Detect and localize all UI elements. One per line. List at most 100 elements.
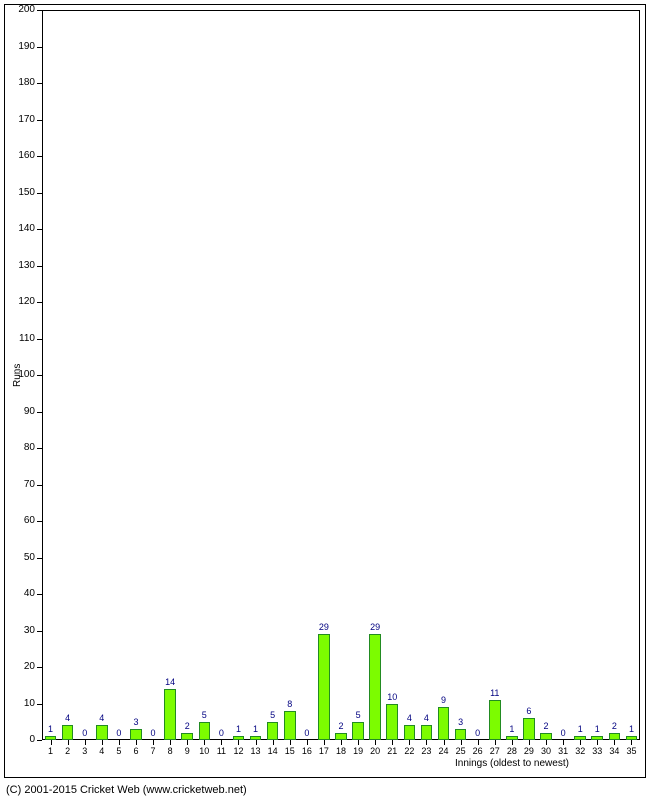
bar-value-label: 5 — [194, 710, 215, 720]
x-tick-label: 24 — [435, 746, 452, 756]
bar — [335, 733, 347, 740]
bar — [233, 736, 245, 740]
y-tick — [37, 266, 42, 267]
y-tick-label: 140 — [7, 223, 35, 234]
y-tick — [37, 740, 42, 741]
y-tick-label: 170 — [7, 114, 35, 125]
bar-value-label: 0 — [74, 728, 95, 738]
bar — [318, 634, 330, 740]
bar — [591, 736, 603, 740]
bar — [250, 736, 262, 740]
x-tick — [512, 740, 513, 745]
x-tick-label: 14 — [264, 746, 281, 756]
x-tick — [153, 740, 154, 745]
x-tick — [221, 740, 222, 745]
y-tick-label: 90 — [7, 406, 35, 417]
bar — [96, 725, 108, 740]
x-tick — [631, 740, 632, 745]
bar — [130, 729, 142, 740]
y-tick — [37, 485, 42, 486]
bar-value-label: 4 — [416, 713, 437, 723]
bar-value-label: 5 — [262, 710, 283, 720]
y-tick-label: 120 — [7, 296, 35, 307]
y-tick — [37, 704, 42, 705]
x-tick-label: 22 — [401, 746, 418, 756]
y-tick-label: 30 — [7, 625, 35, 636]
x-tick-label: 19 — [350, 746, 367, 756]
bar-value-label: 1 — [501, 724, 522, 734]
bar — [506, 736, 518, 740]
x-tick-label: 12 — [230, 746, 247, 756]
x-tick — [102, 740, 103, 745]
x-tick-label: 8 — [162, 746, 179, 756]
x-tick-label: 2 — [59, 746, 76, 756]
bar-value-label: 14 — [160, 677, 181, 687]
copyright-text: (C) 2001-2015 Cricket Web (www.cricketwe… — [6, 784, 247, 796]
y-tick-label: 190 — [7, 41, 35, 52]
y-tick — [37, 339, 42, 340]
x-tick-label: 32 — [572, 746, 589, 756]
y-tick-label: 200 — [7, 4, 35, 15]
x-axis-label: Innings (oldest to newest) — [455, 758, 569, 769]
bar — [267, 722, 279, 740]
bar — [455, 729, 467, 740]
x-tick — [170, 740, 171, 745]
y-tick — [37, 448, 42, 449]
x-tick — [580, 740, 581, 745]
x-tick — [529, 740, 530, 745]
x-tick — [341, 740, 342, 745]
x-tick — [597, 740, 598, 745]
x-tick-label: 26 — [469, 746, 486, 756]
x-tick — [358, 740, 359, 745]
x-tick-label: 20 — [367, 746, 384, 756]
x-tick-label: 13 — [247, 746, 264, 756]
x-tick — [85, 740, 86, 745]
y-tick-label: 50 — [7, 552, 35, 563]
x-tick-label: 30 — [537, 746, 554, 756]
x-tick — [307, 740, 308, 745]
bar-value-label: 1 — [621, 724, 642, 734]
y-tick — [37, 302, 42, 303]
bar — [523, 718, 535, 740]
x-tick — [546, 740, 547, 745]
y-tick — [37, 120, 42, 121]
bar — [45, 736, 57, 740]
x-tick-label: 31 — [555, 746, 572, 756]
bar — [181, 733, 193, 740]
x-tick-label: 4 — [93, 746, 110, 756]
plot-area — [42, 10, 640, 740]
bar — [284, 711, 296, 740]
x-tick — [409, 740, 410, 745]
x-tick-label: 28 — [503, 746, 520, 756]
x-tick-label: 23 — [418, 746, 435, 756]
bar-value-label: 29 — [313, 622, 334, 632]
x-tick — [426, 740, 427, 745]
bar — [164, 689, 176, 740]
x-tick — [290, 740, 291, 745]
bar-value-label: 2 — [177, 721, 198, 731]
y-tick-label: 70 — [7, 479, 35, 490]
y-tick-label: 40 — [7, 588, 35, 599]
x-tick — [324, 740, 325, 745]
bar-value-label: 0 — [143, 728, 164, 738]
bar-value-label: 1 — [40, 724, 61, 734]
x-tick-label: 3 — [76, 746, 93, 756]
bar — [574, 736, 586, 740]
bar-value-label: 10 — [382, 692, 403, 702]
x-tick-label: 27 — [486, 746, 503, 756]
bar — [352, 722, 364, 740]
x-tick-label: 10 — [196, 746, 213, 756]
x-tick-label: 5 — [110, 746, 127, 756]
x-tick-label: 25 — [452, 746, 469, 756]
bar — [609, 733, 621, 740]
x-tick — [187, 740, 188, 745]
y-tick — [37, 521, 42, 522]
bar — [369, 634, 381, 740]
bar-value-label: 29 — [365, 622, 386, 632]
y-tick — [37, 594, 42, 595]
x-tick — [273, 740, 274, 745]
x-tick — [136, 740, 137, 745]
bar-value-label: 0 — [467, 728, 488, 738]
bar — [489, 700, 501, 740]
y-tick-label: 180 — [7, 77, 35, 88]
